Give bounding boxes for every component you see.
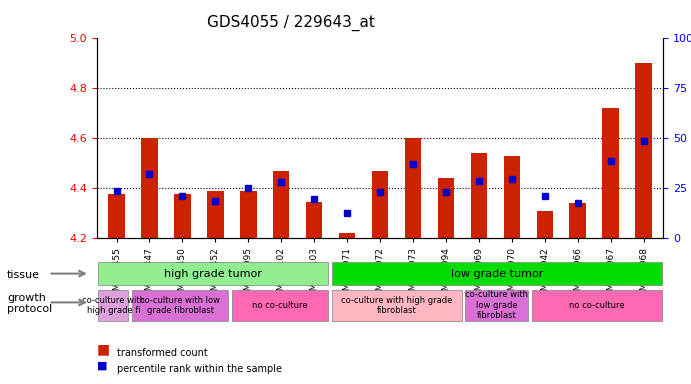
Text: co-culture with
low grade
fibroblast: co-culture with low grade fibroblast <box>465 290 528 320</box>
Text: ■: ■ <box>97 361 107 371</box>
Text: high grade tumor: high grade tumor <box>164 268 263 279</box>
Text: no co-culture: no co-culture <box>252 301 308 310</box>
Bar <box>437 178 454 238</box>
FancyBboxPatch shape <box>231 290 328 321</box>
Text: co-culture with
high grade fi: co-culture with high grade fi <box>82 296 145 315</box>
Bar <box>339 233 355 238</box>
FancyBboxPatch shape <box>332 290 462 321</box>
Bar <box>306 202 323 238</box>
Text: transformed count: transformed count <box>117 348 208 358</box>
Bar <box>240 191 256 238</box>
Bar <box>174 194 191 238</box>
Bar <box>635 63 652 238</box>
FancyBboxPatch shape <box>332 262 662 285</box>
Text: no co-culture: no co-culture <box>569 301 625 310</box>
Text: tissue: tissue <box>7 270 40 280</box>
Text: growth
protocol: growth protocol <box>7 293 52 314</box>
Bar <box>207 191 224 238</box>
FancyBboxPatch shape <box>98 262 328 285</box>
Bar <box>108 194 125 238</box>
Bar <box>569 203 586 238</box>
Bar <box>504 156 520 238</box>
Text: ■: ■ <box>97 342 110 356</box>
FancyBboxPatch shape <box>465 290 529 321</box>
Bar <box>273 171 290 238</box>
Bar <box>405 138 422 238</box>
Bar <box>372 171 388 238</box>
FancyBboxPatch shape <box>132 290 229 321</box>
Bar <box>471 153 487 238</box>
Text: co-culture with low
grade fibroblast: co-culture with low grade fibroblast <box>140 296 220 315</box>
Bar <box>603 108 619 238</box>
FancyBboxPatch shape <box>531 290 662 321</box>
Text: percentile rank within the sample: percentile rank within the sample <box>117 364 283 374</box>
Text: co-culture with high grade
fibroblast: co-culture with high grade fibroblast <box>341 296 453 315</box>
Bar <box>141 138 158 238</box>
Bar <box>536 211 553 238</box>
Text: GDS4055 / 229643_at: GDS4055 / 229643_at <box>207 15 375 31</box>
Text: low grade tumor: low grade tumor <box>451 268 543 279</box>
FancyBboxPatch shape <box>98 290 129 321</box>
